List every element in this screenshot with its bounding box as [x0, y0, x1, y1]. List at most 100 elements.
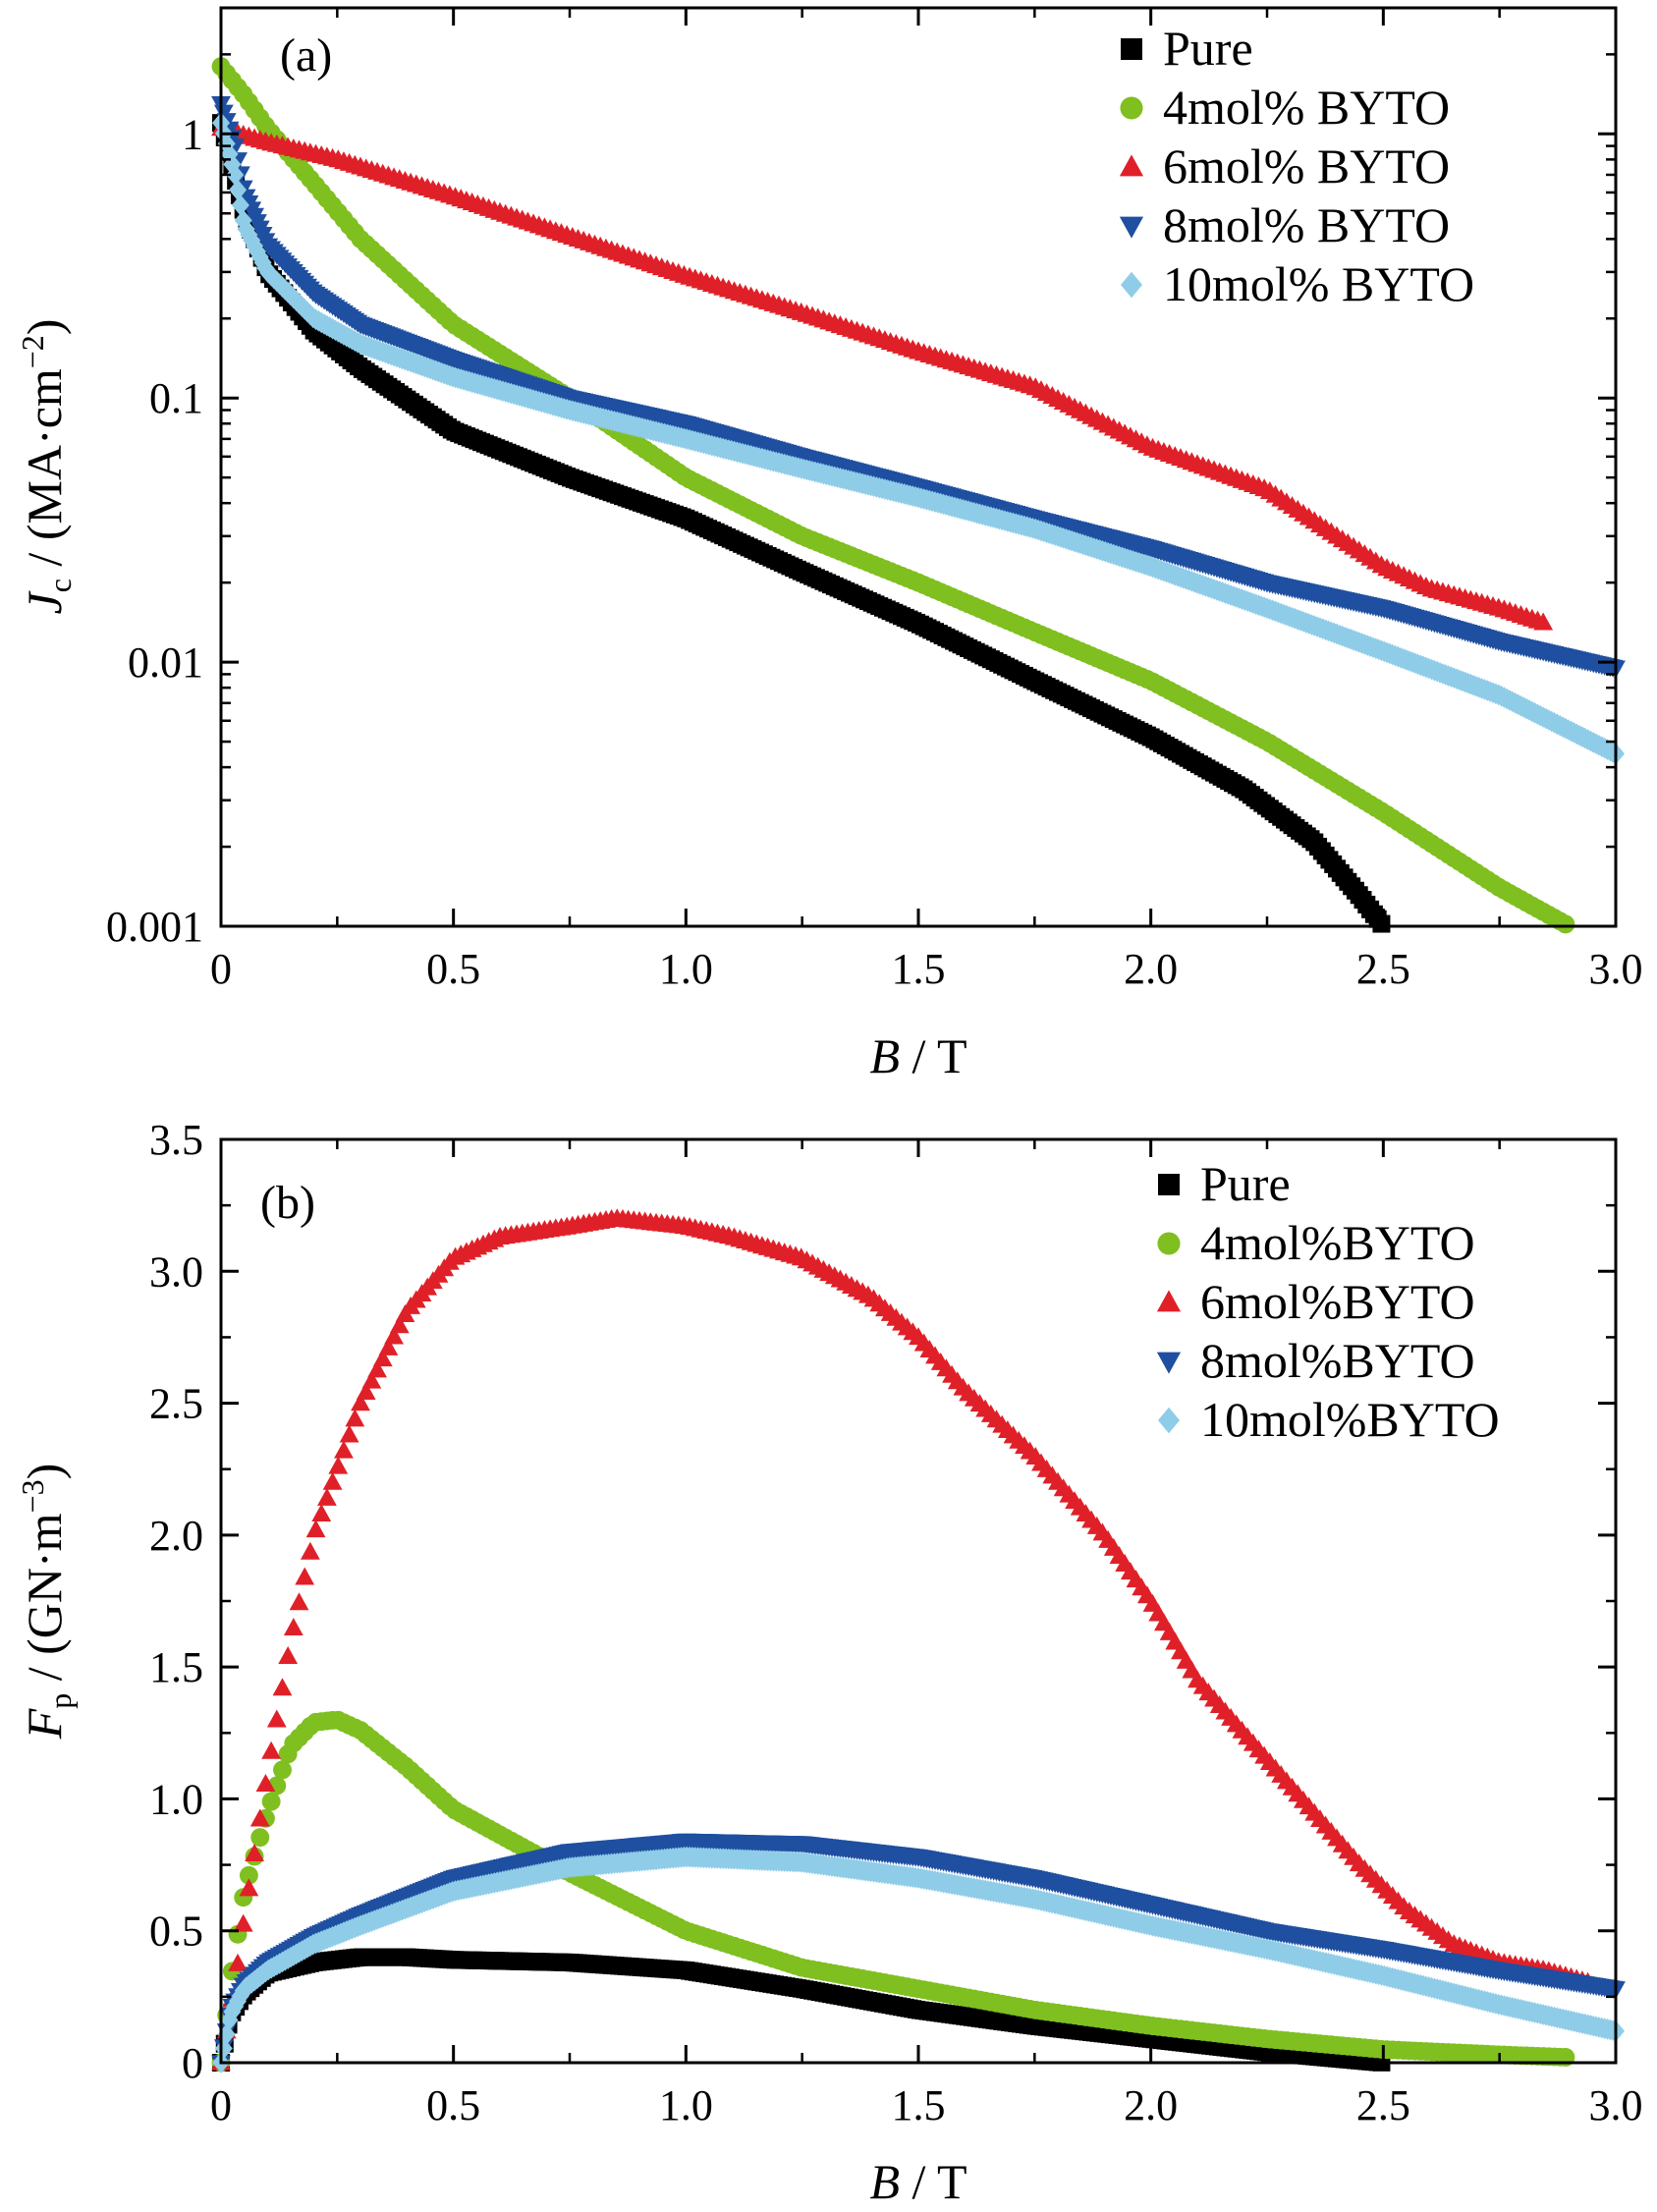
pb-series-2-point	[228, 1953, 248, 1971]
pa-legend-entry: 6mol% BYTO	[1119, 138, 1450, 194]
pa-series-1-point	[1556, 914, 1575, 934]
pb-series-4-point	[220, 2009, 239, 2031]
pb-series-2-point	[283, 1618, 304, 1636]
pb-series-0	[212, 1948, 1391, 2072]
pa-legend-marker	[1119, 154, 1144, 177]
panel-a-y-symbol: J	[17, 589, 72, 614]
pa-y-tick-label: 0.001	[106, 903, 203, 951]
pb-series-2-point	[351, 1393, 370, 1411]
pb-series-2-point	[289, 1592, 309, 1611]
pb-legend-entry: 4mol%BYTO	[1157, 1215, 1475, 1270]
pb-series-2-point	[295, 1567, 315, 1585]
pb-series-2-point	[367, 1359, 387, 1378]
panel-b-data-layer	[211, 1208, 1626, 2074]
pb-y-tick-label: 3.0	[149, 1247, 203, 1296]
pb-legend-label: 6mol%BYTO	[1200, 1274, 1475, 1329]
pa-legend-entry: 8mol% BYTO	[1119, 197, 1450, 252]
pb-legend-marker	[1158, 1407, 1180, 1434]
pa-legend-marker	[1119, 216, 1144, 239]
pa-legend-entry: Pure	[1121, 21, 1253, 76]
pb-x-tick-label: 1.5	[892, 2081, 946, 2129]
panel-a-x-tick-labels: 0 0.5 1.0 1.5 2.0 2.5 3.0	[210, 945, 1643, 993]
pb-legend-entry: 8mol%BYTO	[1156, 1333, 1475, 1388]
pa-x-tick-label: 0.5	[426, 945, 480, 993]
panel-a-jc-vs-field: 0 0.5 1.0 1.5 2.0 2.5 3.0 0.001 0.01 0.1 1 (a) Pu…	[15, 6, 1643, 1083]
pb-series-2-point	[300, 1541, 320, 1560]
panel-b-x-tick-labels: 0 0.5 1.0 1.5 2.0 2.5 3.0	[210, 2081, 1643, 2129]
pb-series-2-point	[245, 1843, 264, 1861]
panel-b-tick-marks	[219, 1137, 1618, 2065]
pa-y-tick-label: 0.01	[128, 638, 203, 687]
pb-series-2-point	[255, 1774, 276, 1793]
panel-b-y-superscript: −3	[15, 1479, 50, 1513]
pb-x-tick-label: 2.0	[1124, 2081, 1178, 2129]
pa-legend-marker	[1121, 38, 1142, 60]
pa-x-tick-label: 1.0	[659, 945, 713, 993]
pa-series-4-point	[231, 194, 249, 216]
pa-x-tick-label: 0	[210, 945, 232, 993]
pa-legend-label: 4mol% BYTO	[1163, 80, 1450, 135]
pa-x-tick-label: 2.0	[1124, 945, 1178, 993]
pb-series-2-point	[378, 1337, 399, 1355]
panel-b-x-axis-title: B / T	[869, 2154, 967, 2209]
panel-a-y-subscript: c	[42, 579, 78, 592]
pb-series-2-point	[361, 1370, 382, 1389]
panel-b-y-symbol: F	[17, 1708, 72, 1740]
pb-series-2-point	[239, 1878, 259, 1897]
pb-y-tick-label: 2.0	[149, 1512, 203, 1560]
panel-a-y-unit-close: )	[17, 319, 72, 336]
pb-legend-label: Pure	[1200, 1156, 1291, 1211]
pb-series-2-point	[389, 1315, 410, 1334]
pb-legend-entry: 6mol%BYTO	[1156, 1274, 1475, 1329]
pb-x-tick-label: 3.0	[1589, 2081, 1643, 2129]
pb-x-tick-label: 2.5	[1356, 2081, 1410, 2129]
pb-series-2-point	[272, 1678, 293, 1696]
pb-series-2-point	[311, 1504, 332, 1522]
pb-series-2-point	[345, 1409, 365, 1427]
panel-b-y-unit: / (GN·m	[17, 1513, 72, 1692]
pb-series-2-point	[249, 1808, 270, 1827]
panel-a-y-unit: / (MA·cm	[17, 368, 72, 579]
pb-series-2-point	[233, 1913, 253, 1932]
pb-x-tick-label: 1.0	[659, 2081, 713, 2129]
pa-y-tick-label: 0.1	[149, 374, 203, 422]
pa-series-4-point	[226, 164, 245, 186]
pb-x-tick-label: 0.5	[426, 2081, 480, 2129]
pb-legend-marker	[1157, 1232, 1181, 1255]
pb-legend-entry: Pure	[1158, 1156, 1291, 1211]
pa-series-0-point	[1372, 914, 1391, 933]
pb-legend-marker	[1156, 1352, 1182, 1374]
panel-b-x-symbol: B	[869, 2154, 900, 2209]
pb-legend-label: 10mol%BYTO	[1200, 1392, 1500, 1447]
pb-series-2-point	[339, 1424, 359, 1443]
pb-x-tick-label: 0	[210, 2081, 232, 2129]
pb-series-2-point	[372, 1349, 393, 1367]
pa-y-tick-label: 1	[182, 110, 203, 158]
panel-b-label: (b)	[260, 1177, 315, 1229]
pa-legend-marker	[1121, 271, 1142, 299]
pa-legend-label: 8mol% BYTO	[1163, 197, 1450, 252]
pb-y-tick-label: 0	[182, 2039, 203, 2087]
pa-x-tick-label: 2.5	[1356, 945, 1410, 993]
pa-legend-entry: 10mol% BYTO	[1121, 256, 1474, 311]
panel-b-fp-vs-field: 0 0.5 1.0 1.5 2.0 2.5 3.0 0 0.5 1.0 1.5 2.0 2.5 3.0 3…	[15, 1116, 1643, 2209]
panel-a-x-symbol: B	[869, 1028, 900, 1083]
pb-series-1-point	[239, 1865, 258, 1885]
pb-y-tick-label: 1.5	[149, 1643, 203, 1691]
panel-a-y-superscript: −2	[15, 335, 50, 368]
pb-series-2-point	[278, 1646, 299, 1665]
pa-series-2	[211, 118, 1554, 631]
pb-series-1-point	[273, 1760, 292, 1780]
pb-y-tick-label: 2.5	[149, 1380, 203, 1428]
pb-series-2-point	[305, 1520, 326, 1538]
pb-legend-label: 8mol%BYTO	[1200, 1333, 1475, 1388]
panel-b-legend: Pure4mol%BYTO6mol%BYTO8mol%BYTO10mol%BYT…	[1156, 1156, 1500, 1447]
pb-series-2-point	[356, 1381, 376, 1400]
panel-a-y-axis-title: Jc / (MA·cm−2)	[15, 319, 78, 615]
panel-a-tick-marks	[219, 6, 1618, 928]
pb-series-2-point	[317, 1487, 337, 1506]
pa-legend-label: 6mol% BYTO	[1163, 138, 1450, 194]
pb-legend-entry: 10mol%BYTO	[1158, 1392, 1500, 1447]
pb-legend-marker	[1158, 1174, 1180, 1195]
